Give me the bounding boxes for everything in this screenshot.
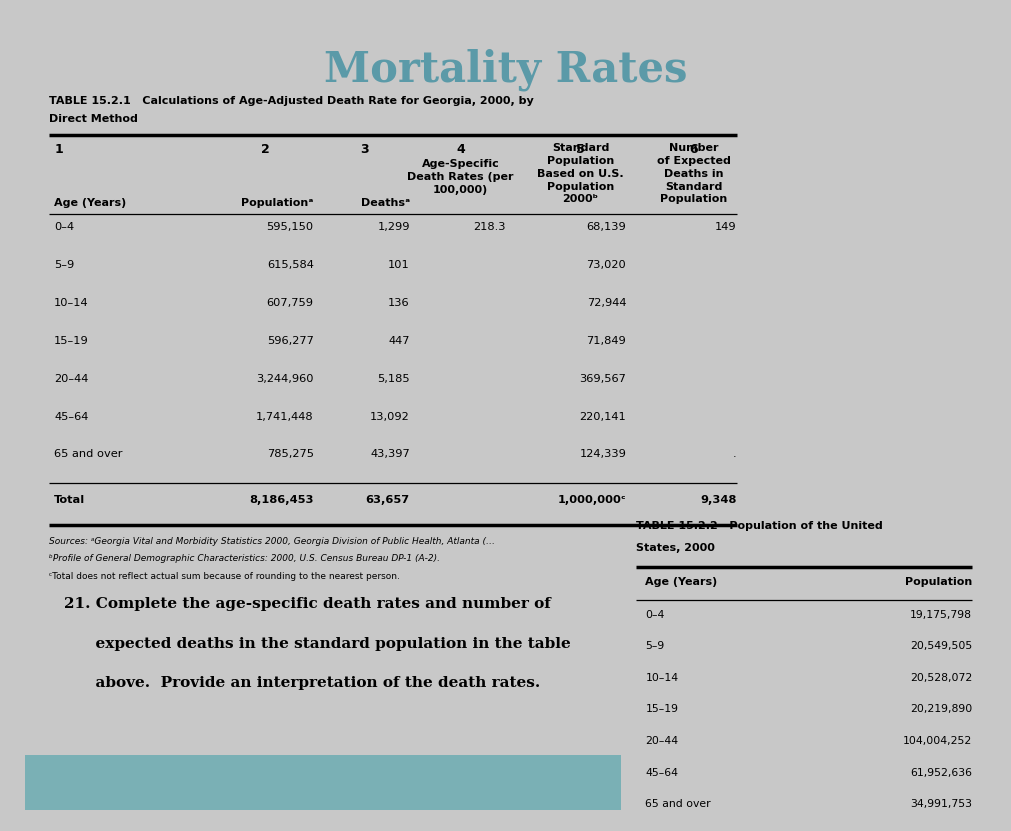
Text: Mortality Rates: Mortality Rates bbox=[324, 48, 687, 91]
Text: TABLE 15.2.2   Population of the United: TABLE 15.2.2 Population of the United bbox=[635, 521, 882, 531]
Text: Populationᵃ: Populationᵃ bbox=[241, 199, 313, 209]
Text: 1,000,000ᶜ: 1,000,000ᶜ bbox=[557, 495, 626, 505]
Text: Population: Population bbox=[904, 577, 972, 587]
Text: 615,584: 615,584 bbox=[267, 260, 313, 270]
Text: 10–14: 10–14 bbox=[55, 297, 89, 307]
Text: Number
of Expected
Deaths in
Standard
Population: Number of Expected Deaths in Standard Po… bbox=[656, 143, 730, 204]
Text: Deathsᵃ: Deathsᵃ bbox=[360, 199, 409, 209]
Text: 1,299: 1,299 bbox=[377, 222, 409, 232]
Text: ᶜTotal does not reflect actual sum because of rounding to the nearest person.: ᶜTotal does not reflect actual sum becau… bbox=[50, 572, 399, 581]
Text: 61,952,636: 61,952,636 bbox=[909, 768, 972, 778]
Text: Standard
Population
Based on U.S.
Population
2000ᵇ: Standard Population Based on U.S. Popula… bbox=[537, 143, 623, 204]
Text: 68,139: 68,139 bbox=[585, 222, 626, 232]
Text: 63,657: 63,657 bbox=[365, 495, 409, 505]
Text: 3,244,960: 3,244,960 bbox=[256, 374, 313, 384]
Text: 45–64: 45–64 bbox=[645, 768, 677, 778]
Text: 34,991,753: 34,991,753 bbox=[909, 799, 972, 809]
Text: 596,277: 596,277 bbox=[267, 336, 313, 346]
Text: 0–4: 0–4 bbox=[645, 610, 664, 620]
Text: 71,849: 71,849 bbox=[585, 336, 626, 346]
Text: 5,185: 5,185 bbox=[377, 374, 409, 384]
Text: Age-Specific
Death Rates (per
100,000): Age-Specific Death Rates (per 100,000) bbox=[406, 159, 513, 194]
Text: 101: 101 bbox=[388, 260, 409, 270]
Text: 20,528,072: 20,528,072 bbox=[909, 673, 972, 683]
Text: 5–9: 5–9 bbox=[645, 642, 664, 652]
Text: States, 2000: States, 2000 bbox=[635, 543, 714, 553]
Bar bbox=[25, 755, 621, 810]
Text: 607,759: 607,759 bbox=[267, 297, 313, 307]
Text: 2: 2 bbox=[261, 143, 270, 156]
Text: 4: 4 bbox=[456, 143, 464, 156]
Text: Total: Total bbox=[55, 495, 85, 505]
Text: ᵇProfile of General Demographic Characteristics: 2000, U.S. Census Bureau DP-1 (: ᵇProfile of General Demographic Characte… bbox=[50, 554, 440, 563]
Text: 447: 447 bbox=[388, 336, 409, 346]
Text: 5–9: 5–9 bbox=[55, 260, 75, 270]
Text: 5: 5 bbox=[575, 143, 584, 156]
Text: 15–19: 15–19 bbox=[55, 336, 89, 346]
Text: 136: 136 bbox=[388, 297, 409, 307]
Text: 9,348: 9,348 bbox=[700, 495, 736, 505]
Text: 13,092: 13,092 bbox=[370, 411, 409, 421]
Text: 1: 1 bbox=[55, 143, 63, 156]
Text: above.  Provide an interpretation of the death rates.: above. Provide an interpretation of the … bbox=[64, 676, 540, 690]
Text: 124,339: 124,339 bbox=[578, 450, 626, 460]
Text: expected deaths in the standard population in the table: expected deaths in the standard populati… bbox=[64, 637, 570, 651]
Text: 65 and over: 65 and over bbox=[55, 450, 122, 460]
Text: 20,549,505: 20,549,505 bbox=[909, 642, 972, 652]
Text: 20–44: 20–44 bbox=[55, 374, 88, 384]
Text: 595,150: 595,150 bbox=[266, 222, 313, 232]
Text: 104,004,252: 104,004,252 bbox=[902, 736, 972, 746]
Text: 43,397: 43,397 bbox=[370, 450, 409, 460]
Text: 21. Complete the age-specific death rates and number of: 21. Complete the age-specific death rate… bbox=[64, 597, 550, 611]
Text: 65 and over: 65 and over bbox=[645, 799, 711, 809]
Text: 0–4: 0–4 bbox=[55, 222, 74, 232]
Text: 1,741,448: 1,741,448 bbox=[256, 411, 313, 421]
Text: Age (Years): Age (Years) bbox=[55, 199, 126, 209]
Text: Sources: ᵃGeorgia Vital and Morbidity Statistics 2000, Georgia Division of Publi: Sources: ᵃGeorgia Vital and Morbidity St… bbox=[50, 537, 494, 546]
Text: .: . bbox=[732, 450, 736, 460]
Text: 20–44: 20–44 bbox=[645, 736, 677, 746]
Text: 785,275: 785,275 bbox=[267, 450, 313, 460]
Text: 20,219,890: 20,219,890 bbox=[909, 705, 972, 715]
Text: Direct Method: Direct Method bbox=[50, 114, 139, 124]
Text: 8,186,453: 8,186,453 bbox=[249, 495, 313, 505]
Text: TABLE 15.2.1   Calculations of Age-Adjusted Death Rate for Georgia, 2000, by: TABLE 15.2.1 Calculations of Age-Adjuste… bbox=[50, 96, 534, 106]
Text: Age (Years): Age (Years) bbox=[645, 577, 717, 587]
Text: 10–14: 10–14 bbox=[645, 673, 677, 683]
Text: 72,944: 72,944 bbox=[586, 297, 626, 307]
Text: 73,020: 73,020 bbox=[585, 260, 626, 270]
Text: 369,567: 369,567 bbox=[578, 374, 626, 384]
Text: 15–19: 15–19 bbox=[645, 705, 677, 715]
Text: 3: 3 bbox=[360, 143, 368, 156]
Text: 218.3: 218.3 bbox=[473, 222, 506, 232]
Text: 45–64: 45–64 bbox=[55, 411, 88, 421]
Text: 149: 149 bbox=[715, 222, 736, 232]
Text: 19,175,798: 19,175,798 bbox=[909, 610, 972, 620]
Text: 6: 6 bbox=[688, 143, 698, 156]
Text: 220,141: 220,141 bbox=[579, 411, 626, 421]
